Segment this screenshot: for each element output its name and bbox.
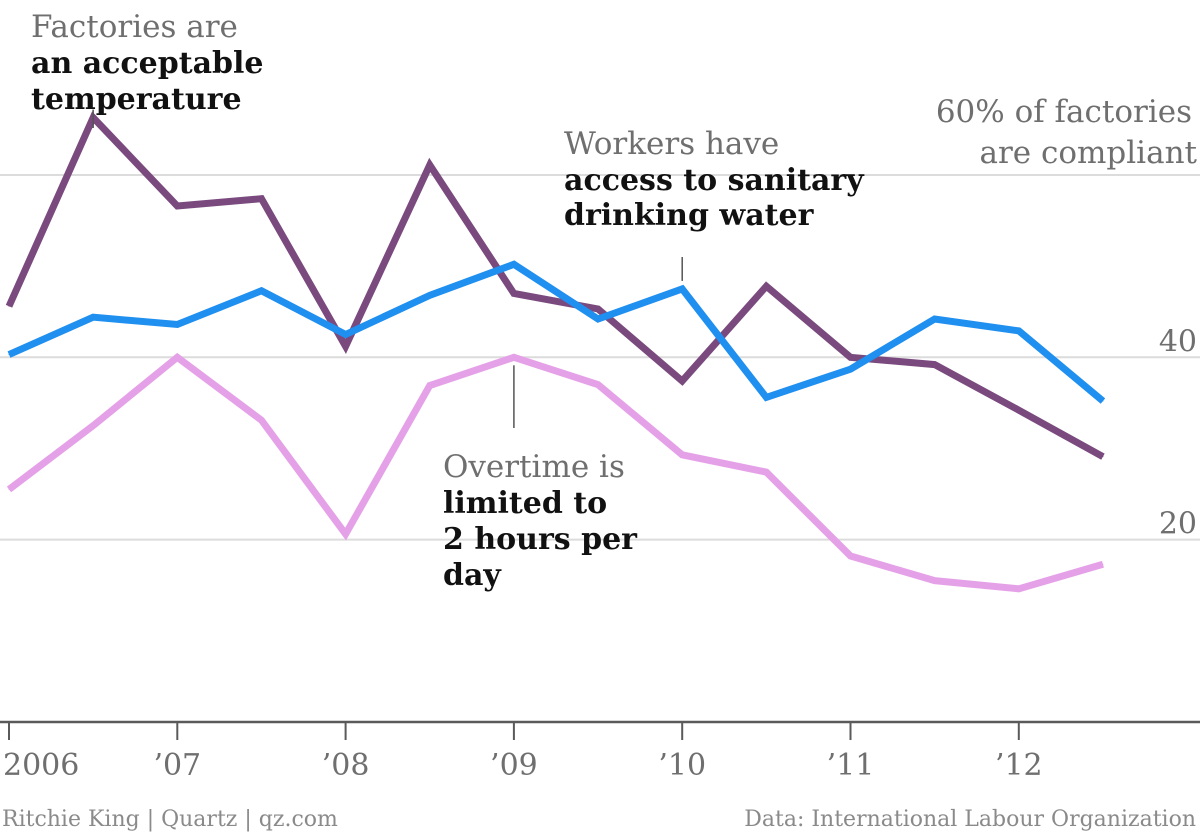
point-temperature-10: [850, 356, 851, 358]
point-temperature-2: [176, 205, 178, 207]
point-water-7: [597, 318, 599, 320]
point-water-11: [934, 318, 936, 320]
point-temperature-4: [345, 345, 347, 347]
series-lines: [5, 111, 1106, 593]
point-temperature-6: [513, 292, 515, 294]
x-tick-label-1: ’07: [153, 748, 201, 783]
point-water-12: [1018, 330, 1020, 332]
point-temperature-12: [1018, 409, 1020, 411]
series-line-overtime: [6, 352, 1104, 593]
point-temperature-3: [260, 198, 262, 200]
annotation-temperature-light: Factories are: [31, 9, 238, 45]
x-tick-label-5: ’11: [827, 748, 875, 783]
annotation-overtime-bold-1: limited to: [443, 486, 607, 521]
chart-text: 60% of factories are compliant Factories…: [2, 9, 1198, 832]
x-tick-label-3: ’09: [490, 748, 538, 783]
y-tick-label-40: 40: [1159, 324, 1197, 359]
annotation-leaders: [92, 109, 683, 428]
point-overtime-3: [260, 419, 262, 421]
point-water-1: [92, 316, 94, 318]
point-overtime-4: [345, 533, 347, 535]
point-water-2: [176, 323, 178, 325]
point-temperature-9: [765, 285, 767, 287]
annotation-water-light: Workers have: [564, 126, 779, 162]
point-temperature-13: [1102, 456, 1104, 458]
point-water-0: [8, 354, 10, 356]
annotation-overtime-bold-3: day: [443, 558, 502, 593]
y-tick-label-20: 20: [1159, 507, 1197, 542]
point-water-3: [260, 290, 262, 292]
x-tick-label-4: ’10: [658, 748, 706, 783]
point-overtime-11: [934, 580, 936, 582]
point-overtime-7: [597, 384, 599, 386]
point-overtime-0: [8, 488, 10, 490]
point-temperature-7: [597, 308, 599, 310]
x-axis: 2006 ’07 ’08 ’09 ’10 ’11 ’12: [0, 720, 1200, 783]
annotation-temperature-bold-2: temperature: [31, 82, 242, 117]
point-water-9: [765, 396, 767, 398]
point-temperature-11: [934, 364, 936, 366]
point-water-6: [513, 263, 515, 265]
point-water-13: [1102, 400, 1104, 402]
point-overtime-13: [1102, 563, 1104, 565]
point-water-10: [850, 368, 851, 370]
point-temperature-0: [8, 305, 10, 307]
point-overtime-9: [765, 471, 767, 473]
point-overtime-1: [92, 425, 94, 427]
annotation-water-bold-2: drinking water: [564, 198, 815, 233]
point-overtime-10: [850, 555, 851, 557]
point-overtime-12: [1018, 588, 1020, 590]
annotation-temperature-bold-1: an acceptable: [31, 46, 264, 81]
footer-credit: Ritchie King | Quartz | qz.com: [2, 807, 338, 832]
annotation-overtime-light: Overtime is: [443, 449, 625, 485]
point-overtime-2: [176, 356, 178, 358]
point-water-5: [429, 294, 431, 296]
x-tick-label-6: ’12: [995, 748, 1043, 783]
point-overtime-6: [513, 356, 515, 358]
point-overtime-5: [429, 385, 431, 387]
x-tick-label-2: ’08: [322, 748, 370, 783]
top-label-line-1: 60% of factories: [936, 94, 1192, 130]
point-temperature-8: [681, 380, 683, 382]
top-label-line-2: are compliant: [980, 135, 1198, 171]
annotation-water-bold-1: access to sanitary: [564, 163, 865, 198]
point-water-8: [681, 288, 683, 290]
point-temperature-5: [429, 164, 431, 166]
footer-source: Data: International Labour Organization: [744, 807, 1196, 832]
x-tick-label-0: 2006: [3, 748, 79, 783]
point-water-4: [345, 334, 347, 336]
series-line-temperature: [5, 111, 1105, 460]
annotation-overtime-bold-2: 2 hours per: [443, 522, 638, 557]
gridlines: 40 20: [0, 174, 1200, 542]
series-line-water: [7, 260, 1106, 404]
point-overtime-8: [681, 454, 683, 456]
